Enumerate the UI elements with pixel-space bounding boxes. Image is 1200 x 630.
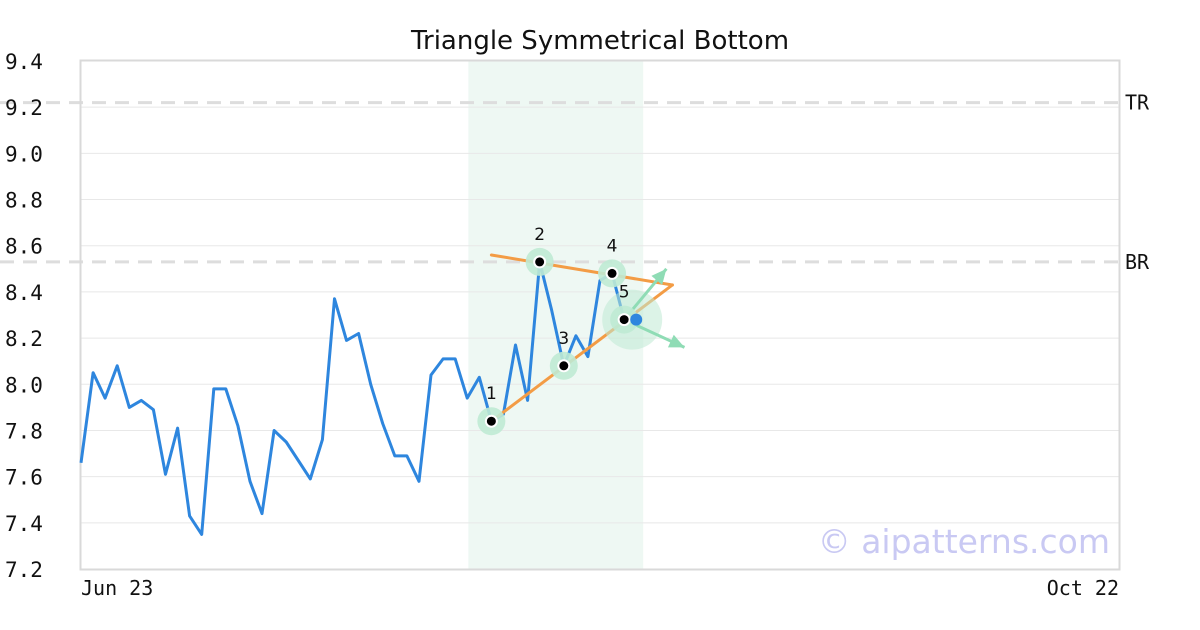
y-tick-label: 7.4 — [5, 512, 43, 536]
y-tick-label: 9.2 — [5, 96, 43, 120]
upper-trend-line — [489, 253, 674, 287]
projection-arrow-down-head — [667, 334, 685, 348]
reference-label-br: BR — [1125, 250, 1150, 274]
pattern-point — [533, 255, 547, 269]
pattern-point-label: 1 — [486, 384, 497, 404]
y-tick-label: 8.4 — [5, 281, 43, 305]
y-tick-label: 7.8 — [5, 419, 43, 443]
y-tick-label: 7.6 — [5, 466, 43, 490]
plot-frame — [79, 59, 1121, 571]
price-line — [79, 260, 637, 536]
y-tick-label: 9.4 — [5, 50, 43, 74]
watermark: © aipatterns.com — [818, 522, 1110, 561]
pattern-point-label: 3 — [558, 329, 569, 349]
y-tick-label: 9.0 — [5, 142, 43, 166]
pattern-point-label: 5 — [619, 283, 630, 303]
current-price-point — [630, 313, 643, 326]
reference-label-tr: TR — [1125, 91, 1150, 115]
pattern-point-label: 2 — [534, 225, 545, 245]
pattern-point — [484, 414, 498, 428]
x-tick-label: Oct 22 — [1047, 576, 1119, 600]
pattern-point — [617, 313, 631, 327]
y-tick-label: 7.2 — [5, 558, 43, 582]
y-tick-label: 8.2 — [5, 327, 43, 351]
pattern-point — [605, 266, 619, 280]
x-tick-label: Jun 23 — [81, 576, 153, 600]
pattern-point — [557, 359, 571, 373]
chart-title: Triangle Symmetrical Bottom — [410, 26, 789, 56]
pattern-point-label: 4 — [607, 236, 618, 256]
y-tick-label: 8.8 — [5, 189, 43, 213]
y-tick-label: 8.0 — [5, 373, 43, 397]
y-tick-label: 8.6 — [5, 235, 43, 259]
projection-arrow-up-head — [651, 268, 667, 285]
